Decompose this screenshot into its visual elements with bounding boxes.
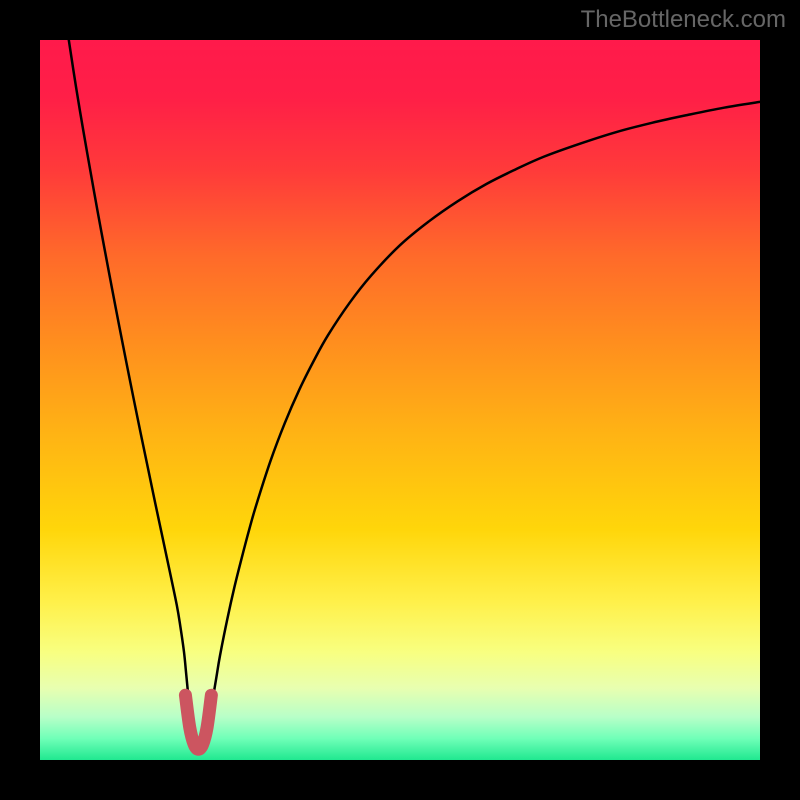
- watermark-text: TheBottleneck.com: [581, 6, 786, 34]
- bottleneck-chart: [0, 0, 800, 800]
- plot-area: [40, 40, 760, 760]
- chart-container: TheBottleneck.com: [0, 0, 800, 800]
